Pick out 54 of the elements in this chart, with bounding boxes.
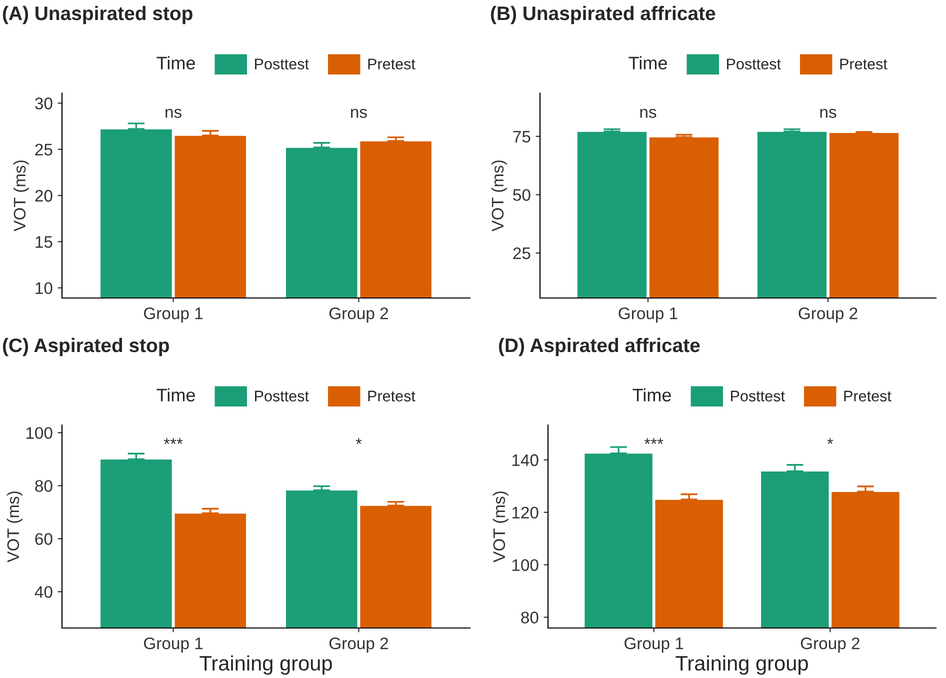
legend-title: Time [156, 388, 195, 402]
x-tick-label: Group 1 [144, 307, 203, 323]
legend-title: Time [632, 388, 671, 402]
annotation: * [827, 438, 834, 444]
x-tick-label: Group 1 [624, 637, 684, 653]
x-tick-label: Group 2 [329, 637, 388, 653]
x-tick-label: Group 2 [798, 307, 858, 323]
y-tick-label: 40 [34, 586, 52, 598]
x-tick-label: Group 2 [329, 307, 388, 323]
y-axis-title: VOT (ms) [491, 160, 507, 232]
x-axis-title: Training group [676, 655, 808, 675]
y-tick-label: 15 [36, 236, 52, 248]
annotation: ns [351, 108, 367, 118]
y-tick-label: 25 [35, 144, 52, 156]
legend-label: Pretest [844, 390, 892, 402]
legend-label: Pretest [368, 390, 416, 402]
legend-title: Time [156, 56, 195, 70]
annotation: * [356, 438, 362, 444]
annotation: ns [640, 108, 656, 118]
y-axis-title: VOT (ms) [13, 160, 29, 232]
y-tick-label: 100 [512, 559, 538, 571]
legend-label: Pretest [840, 58, 888, 70]
y-tick-label: 30 [35, 98, 52, 110]
y-tick-label: 50 [513, 189, 530, 201]
legend-label: Pretest [368, 58, 416, 70]
legend-label: Posttest [255, 390, 309, 402]
y-tick-label: 140 [512, 454, 538, 466]
x-tick-label: Group 1 [618, 307, 678, 323]
y-tick-label: 20 [35, 190, 52, 202]
y-axis-title: VOT (ms) [6, 492, 22, 562]
y-tick-label: 75 [513, 130, 530, 143]
annotation: *** [164, 438, 183, 444]
legend-title: Time [628, 56, 667, 70]
chart-title: (C) Aspirated stop [2, 338, 169, 356]
x-tick-label: Group 1 [144, 637, 203, 653]
y-tick-label: 10 [36, 282, 52, 294]
legend-label: Posttest [727, 58, 781, 70]
annotation: ns [166, 108, 182, 118]
x-axis-title: Training group [200, 655, 332, 675]
annotation: *** [644, 438, 664, 444]
y-tick-label: 25 [513, 247, 530, 260]
y-tick-label: 80 [35, 480, 52, 492]
chart-title: (D) Aspirated affricate [498, 338, 700, 356]
legend-label: Posttest [731, 390, 785, 402]
y-tick-label: 60 [35, 533, 52, 545]
legend-label: Posttest [255, 58, 309, 70]
chart-title: (B) Unaspirated affricate [490, 6, 716, 24]
y-tick-label: 120 [512, 506, 538, 519]
chart-title: (A) Unaspirated stop [2, 6, 192, 24]
y-axis-title: VOT (ms) [492, 492, 508, 562]
x-tick-label: Group 2 [800, 637, 860, 653]
y-tick-label: 100 [26, 427, 52, 439]
y-tick-label: 80 [521, 612, 538, 624]
annotation: ns [820, 108, 836, 118]
